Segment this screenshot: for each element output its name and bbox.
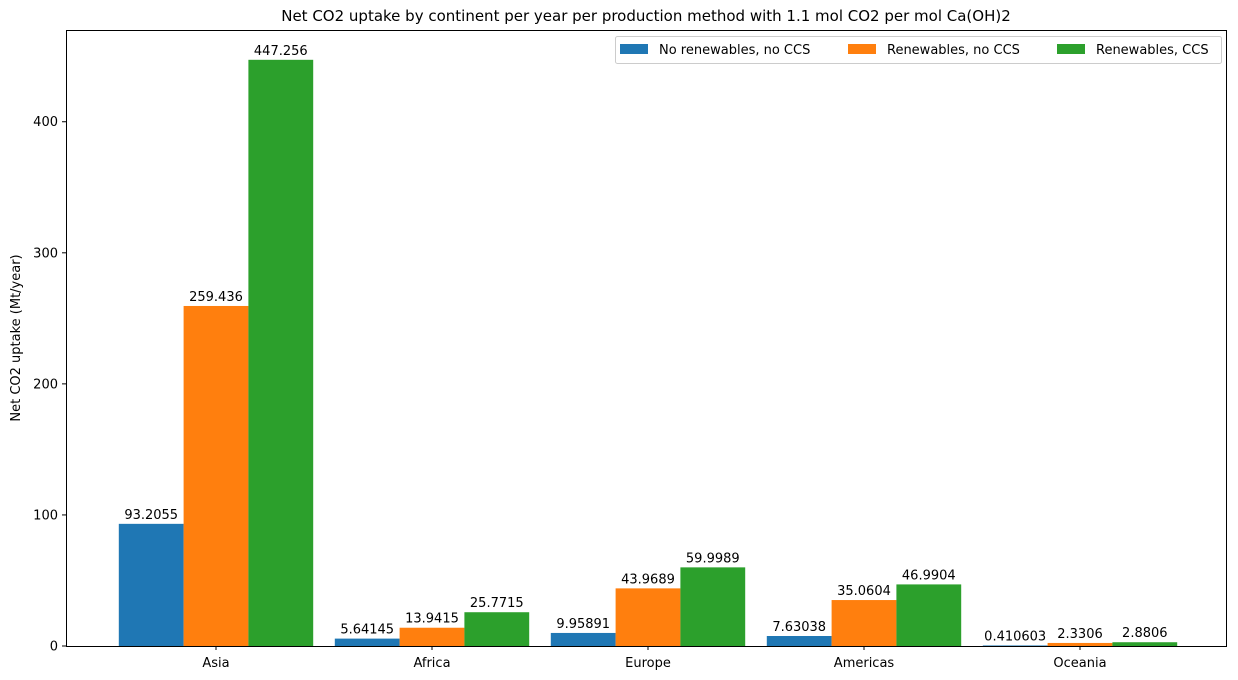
y-tick-label: 100 <box>33 508 58 523</box>
bar-oceania-series-3 <box>1112 642 1178 646</box>
data-label: 447.256 <box>254 44 308 59</box>
y-tick-label: 200 <box>33 377 58 392</box>
bar-europe-series-3 <box>680 567 746 646</box>
plot-frame <box>66 30 1227 647</box>
x-tick-label: Africa <box>413 656 450 671</box>
legend-label: No renewables, no CCS <box>659 43 810 58</box>
legend-label: Renewables, CCS <box>1096 43 1209 58</box>
bar-africa-series-3 <box>464 612 530 646</box>
chart-title: Net CO2 uptake by continent per year per… <box>281 7 1011 25</box>
x-axis: Asia Africa Europe Americas Oceania <box>202 646 1107 671</box>
data-label: 59.9989 <box>686 551 740 566</box>
y-axis-label: Net CO2 uptake (Mt/year) <box>9 254 24 421</box>
bar-americas-series-3 <box>896 584 962 646</box>
x-tick-label: Americas <box>834 656 895 671</box>
legend-swatch <box>620 44 648 54</box>
bar-africa-series-1 <box>334 638 400 646</box>
data-label: 25.7715 <box>470 596 524 611</box>
data-label: 2.8806 <box>1122 626 1168 641</box>
y-tick-label: 300 <box>33 246 58 261</box>
bar-asia-series-1 <box>118 523 184 646</box>
x-tick-label: Asia <box>202 656 229 671</box>
data-label: 259.436 <box>189 290 243 305</box>
bar-asia-series-2 <box>183 305 249 646</box>
data-label: 2.3306 <box>1057 627 1103 642</box>
legend-swatch <box>1057 44 1085 54</box>
bar-oceania-series-1 <box>982 645 1048 646</box>
bar-africa-series-2 <box>399 627 465 646</box>
legend-label: Renewables, no CCS <box>887 43 1020 58</box>
data-label: 5.64145 <box>340 623 394 638</box>
data-labels-group: 93.2055 259.436 447.256 5.64145 13.9415 25.77… <box>124 44 1167 645</box>
bar-asia-series-3 <box>248 59 314 647</box>
x-tick-label: Europe <box>625 656 671 671</box>
bars-group <box>118 59 1178 647</box>
bar-americas-series-1 <box>766 635 832 646</box>
data-label: 13.9415 <box>405 612 459 627</box>
data-label: 43.9689 <box>621 572 675 587</box>
data-label: 35.0604 <box>837 584 891 599</box>
y-axis: 0 100 200 300 400 <box>33 115 66 655</box>
y-tick-label: 0 <box>50 640 58 655</box>
bar-americas-series-2 <box>831 600 897 646</box>
data-label: 9.95891 <box>556 617 610 632</box>
legend-swatch <box>848 44 876 54</box>
bar-oceania-series-2 <box>1047 642 1113 646</box>
bar-europe-series-2 <box>615 588 681 646</box>
data-label: 46.9904 <box>902 568 956 583</box>
y-tick-label: 400 <box>33 115 58 130</box>
legend: No renewables, no CCS Renewables, no CCS R… <box>615 36 1222 64</box>
legend-frame <box>615 36 1222 64</box>
data-label: 7.63038 <box>772 620 826 635</box>
bar-europe-series-1 <box>550 632 616 646</box>
x-tick-label: Oceania <box>1053 656 1106 671</box>
data-label: 93.2055 <box>124 508 178 523</box>
data-label: 0.410603 <box>984 629 1046 644</box>
